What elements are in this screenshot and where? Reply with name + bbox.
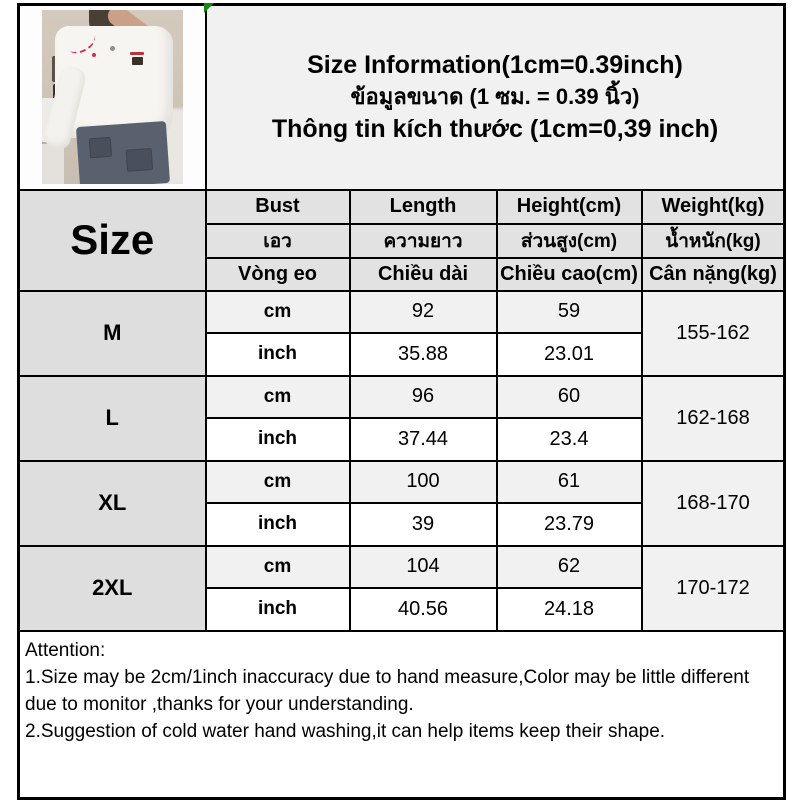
size-column-header: Size bbox=[17, 188, 207, 292]
size-label-l: L bbox=[17, 374, 207, 462]
size-label-m: M bbox=[17, 289, 207, 377]
size-chart-sheet: Size Information(1cm=0.39inch) ข้อมูลขนา… bbox=[17, 3, 786, 800]
unit-inch-label: inch bbox=[204, 501, 351, 547]
table-row: inch 40.56 24.18 bbox=[19, 586, 785, 632]
cell-xl-bust-inch: 39 bbox=[348, 501, 498, 547]
header-length-th: ความยาว bbox=[348, 222, 498, 259]
header-bust-th: เอว bbox=[204, 222, 351, 259]
page-title-english: Size Information(1cm=0.39inch) bbox=[307, 51, 683, 80]
header-weight-th: น้ำหนัก(kg) bbox=[640, 222, 786, 259]
product-photo-cell bbox=[17, 3, 207, 191]
cell-xl-length-inch: 23.79 bbox=[495, 501, 643, 547]
cell-2xl-bust-cm: 104 bbox=[348, 544, 498, 589]
header-length-vi: Chiều dài bbox=[348, 256, 498, 292]
collar-button-icon bbox=[109, 46, 115, 52]
cell-m-bust-inch: 35.88 bbox=[348, 331, 498, 377]
table-row: inch 35.88 23.01 bbox=[19, 331, 785, 377]
page-title-thai: ข้อมูลขนาด (1 ซม. = 0.39 นิ้ว) bbox=[350, 84, 640, 110]
attention-line-1: 1.Size may be 2cm/1inch inaccuracy due t… bbox=[25, 666, 750, 715]
header-bust-vi: Vòng eo bbox=[204, 256, 351, 292]
cell-m-length-inch: 23.01 bbox=[495, 331, 643, 377]
header-height-en: Height(cm) bbox=[495, 188, 643, 225]
cell-l-length-inch: 23.4 bbox=[495, 416, 643, 462]
unit-cm-label: cm bbox=[204, 544, 351, 589]
header-weight-vi: Cân nặng(kg) bbox=[640, 256, 786, 292]
unit-cm-label: cm bbox=[204, 374, 351, 419]
cell-l-length-cm: 60 bbox=[495, 374, 643, 419]
cell-2xl-length-inch: 24.18 bbox=[495, 586, 643, 632]
unit-inch-label: inch bbox=[204, 586, 351, 632]
skirt-pocket-icon bbox=[125, 148, 153, 172]
chest-logo-icon bbox=[131, 57, 143, 66]
size-table: Size Information(1cm=0.39inch) ข้อมูลขนา… bbox=[17, 3, 786, 800]
table-row: 2XL cm 104 62 170-172 60-65 bbox=[17, 544, 786, 632]
title-cell: Size Information(1cm=0.39inch) ข้อมูลขนา… bbox=[204, 3, 786, 191]
unit-inch-label: inch bbox=[204, 416, 351, 462]
heart-dot-icon bbox=[91, 53, 96, 58]
cell-xl-length-cm: 61 bbox=[495, 459, 643, 504]
green-corner-flag-icon bbox=[204, 3, 214, 13]
table-row: XL cm 100 61 168-170 55-60 bbox=[17, 459, 786, 547]
unit-inch-label: inch bbox=[204, 331, 351, 377]
unit-cm-label: cm bbox=[204, 289, 351, 334]
table-row: M cm 92 59 155-162 45-50 bbox=[17, 289, 786, 377]
cell-m-bust-cm: 92 bbox=[348, 289, 498, 334]
skirt-pocket-icon bbox=[88, 137, 112, 159]
product-photo bbox=[41, 10, 183, 185]
size-label-2xl: 2XL bbox=[17, 544, 207, 632]
header-height-th: ส่วนสูง(cm) bbox=[495, 222, 643, 259]
header-bust-en: Bust bbox=[204, 188, 351, 225]
cell-l-bust-inch: 37.44 bbox=[348, 416, 498, 462]
table-row: inch 37.44 23.4 bbox=[19, 416, 785, 462]
unit-cm-label: cm bbox=[204, 459, 351, 504]
page-title-vietnamese: Thông tin kích thước (1cm=0,39 inch) bbox=[271, 115, 719, 144]
attention-line-2: 2.Suggestion of cold water hand washing,… bbox=[25, 720, 666, 742]
cell-2xl-bust-inch: 40.56 bbox=[348, 586, 498, 632]
cell-xl-height: 168-170 bbox=[640, 459, 786, 547]
header-height-vi: Chiều cao(cm) bbox=[495, 256, 643, 292]
attention-heading: Attention: bbox=[25, 639, 106, 661]
header-weight-en: Weight(kg) bbox=[640, 188, 786, 225]
cell-l-bust-cm: 96 bbox=[348, 374, 498, 419]
cell-l-height: 162-168 bbox=[640, 374, 786, 462]
header-length-en: Length bbox=[348, 188, 498, 225]
cell-2xl-height: 170-172 bbox=[640, 544, 786, 632]
cabinet-icon bbox=[41, 144, 64, 185]
table-row: inch 39 23.79 bbox=[19, 501, 785, 547]
cell-2xl-length-cm: 62 bbox=[495, 544, 643, 589]
cell-m-length-cm: 59 bbox=[495, 289, 643, 334]
size-label-xl: XL bbox=[17, 459, 207, 547]
attention-cell: Attention: 1.Size may be 2cm/1inch inacc… bbox=[17, 629, 786, 800]
cell-m-height: 155-162 bbox=[640, 289, 786, 377]
table-row: L cm 96 60 162-168 50-55 bbox=[17, 374, 786, 462]
cell-xl-bust-cm: 100 bbox=[348, 459, 498, 504]
chest-logo-icon bbox=[129, 52, 144, 56]
cargo-skirt-icon bbox=[75, 121, 170, 185]
